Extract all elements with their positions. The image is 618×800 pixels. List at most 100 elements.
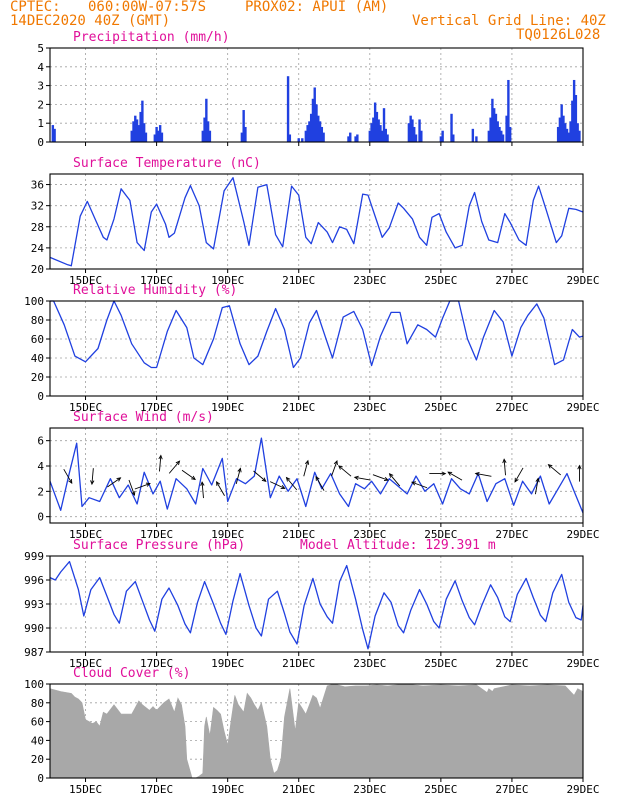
cloud-panel-title: Cloud Cover (%): [73, 666, 190, 681]
precip-bar: [313, 87, 316, 142]
precip-bar: [318, 121, 322, 142]
precip-bar: [130, 130, 133, 142]
pressure-series-line: [49, 560, 584, 650]
wind-vector-shaft: [548, 464, 561, 476]
precip-bar: [370, 123, 373, 142]
wind-xtick-label: 15DEC: [69, 528, 102, 541]
temp-ytick-label: 24: [31, 242, 45, 255]
cloud-plot-frame: [49, 683, 584, 779]
pressure-xtick-label: 29DEC: [566, 657, 599, 670]
precip-bar: [560, 104, 563, 142]
precip-bar: [407, 123, 411, 142]
wind-vector-arrow: [168, 460, 181, 474]
precip-bar: [562, 115, 565, 142]
header-date: 14DEC2020 40Z (GMT): [10, 13, 170, 29]
temp-xtick-label: 21DEC: [282, 274, 315, 287]
wind-ytick-label: 2: [37, 485, 44, 498]
temp-ytick-label: 36: [31, 179, 44, 192]
wind-vector-arrow: [107, 477, 122, 488]
rh-ytick-label: 80: [31, 314, 44, 327]
wind-vector-arrow: [514, 467, 524, 483]
wind-vector-arrow: [216, 480, 225, 496]
wind-vector-head: [514, 477, 519, 483]
wind-vector-shaft: [181, 469, 196, 480]
cloud-area: [49, 683, 584, 779]
wind-vector-arrow: [134, 482, 151, 490]
precip-bar: [286, 76, 290, 142]
precip-bar: [311, 98, 315, 142]
wind-vector-arrow: [429, 471, 447, 476]
wind-vector-shaft: [475, 473, 492, 477]
rh-xtick-label: 25DEC: [424, 401, 457, 414]
temp-ytick-label: 32: [31, 200, 44, 213]
wind-vector-head: [90, 480, 95, 486]
pressure-xtick-label: 23DEC: [353, 657, 386, 670]
precip-bar: [505, 115, 508, 142]
precip-bar: [471, 128, 475, 142]
precip-bar: [386, 134, 389, 142]
wind-vector-head: [447, 471, 453, 476]
wind-vector-head: [333, 460, 338, 466]
cloud-xtick-label: 27DEC: [495, 783, 528, 796]
pressure-panel: 987 990 993 996 999 15DEC 17DEC 19DEC 21DEC 23DEC…: [24, 538, 599, 670]
wind-vector-shaft: [253, 470, 267, 482]
precip-bar: [574, 95, 578, 142]
cloud-xtick-label: 23DEC: [353, 783, 386, 796]
cloud-ytick-label: 100: [24, 678, 44, 691]
precip-bar: [565, 128, 569, 142]
precip-bar: [558, 117, 562, 142]
precip-bar: [576, 123, 579, 142]
wind-vector-shaft: [389, 473, 401, 487]
wind-vector-arrow: [353, 475, 371, 481]
temp-ytick-label: 20: [31, 263, 44, 276]
wind-vector-arrow: [269, 481, 286, 489]
wind-vector-head: [237, 467, 242, 473]
pressure-xtick-label: 19DEC: [211, 657, 244, 670]
wind-vector-head: [68, 479, 73, 484]
pressure-ytick-label: 996: [24, 574, 44, 587]
precip-bar: [141, 100, 144, 142]
precip-bar: [142, 123, 146, 142]
wind-ytick-label: 6: [37, 435, 44, 448]
wind-ytick-label: 0: [37, 511, 44, 524]
wind-vector-head: [304, 459, 310, 465]
precip-bar: [409, 115, 412, 142]
wind-vector-head: [200, 481, 205, 486]
precip-bar: [420, 130, 423, 142]
wind-vector-head: [388, 473, 394, 478]
wind-vector-arrow: [447, 471, 463, 481]
header-coords: 060:00W-07:57S: [88, 0, 206, 15]
precip-bar: [413, 126, 416, 142]
wind-vector-head: [577, 464, 582, 470]
wind-vector-head: [261, 477, 267, 482]
wind-vector-head: [383, 476, 389, 481]
precip-bar: [297, 138, 300, 142]
wind-vector-shaft: [447, 471, 463, 481]
cloud-ytick-label: 0: [37, 772, 44, 785]
temp-panel: 20 24 28 32 36 15DEC 17DEC 19DEC 21DEC 23DEC 25DEC…: [31, 156, 600, 287]
wind-vector-head: [315, 475, 320, 481]
precip-bar: [288, 134, 292, 142]
wind-vector-head: [131, 491, 136, 497]
header-source: CPTEC:: [10, 0, 61, 15]
wind-vector-shaft: [235, 468, 241, 484]
precip-bar: [489, 117, 492, 142]
precip-bar: [494, 113, 498, 142]
wind-vector-shaft: [107, 477, 121, 488]
precip-bar: [564, 123, 567, 142]
precip-bar: [368, 130, 371, 142]
wind-vector-shaft: [503, 459, 506, 476]
wind-vector-head: [116, 477, 122, 482]
precip-bar: [201, 130, 204, 142]
wind-vector-arrow: [200, 481, 205, 499]
precip-bar: [308, 121, 311, 142]
wind-vector-shaft: [315, 476, 325, 491]
rh-ytick-label: 20: [31, 371, 44, 384]
temp-xtick-label: 23DEC: [353, 274, 386, 287]
rh-xtick-label: 17DEC: [140, 401, 173, 414]
wind-vector-arrow: [547, 463, 561, 476]
temp-xtick-label: 25DEC: [424, 274, 457, 287]
wind-vector-head: [338, 465, 343, 470]
precip-bar: [160, 132, 164, 142]
precip-ytick-label: 3: [37, 80, 44, 93]
